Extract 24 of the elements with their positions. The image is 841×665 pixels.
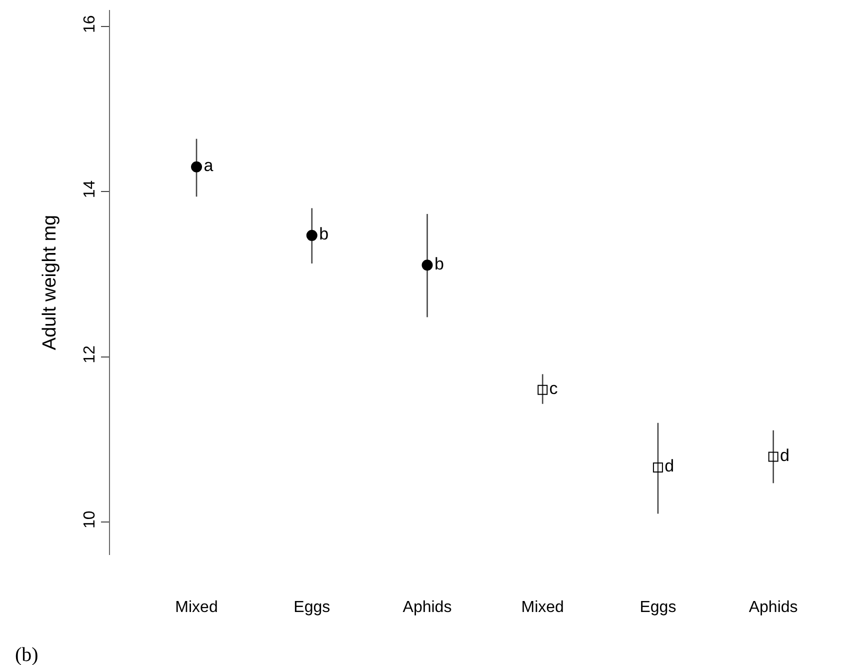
point: [422, 260, 433, 271]
point: [538, 384, 548, 395]
y-axis-title: Adult weight mg: [39, 214, 60, 350]
x-tick-label: Aphids: [402, 599, 452, 616]
data-label: d: [780, 446, 790, 465]
x-tick-label: Mixed: [521, 599, 564, 616]
y-tick-label: 14: [82, 180, 99, 198]
y-tick-label: 10: [82, 510, 99, 528]
x-tick-label: Mixed: [175, 599, 218, 616]
point: [652, 462, 663, 472]
data-label: c: [549, 379, 558, 398]
x-tick-label: Eggs: [294, 599, 330, 616]
data-label: b: [319, 224, 329, 244]
data-label: d: [664, 456, 674, 476]
x-tick-label: Eggs: [640, 599, 676, 616]
point: [306, 230, 318, 241]
text: (b): [15, 644, 38, 665]
data-label: a: [204, 156, 214, 176]
data-label: b: [434, 254, 444, 274]
x-tick-label: Aphids: [748, 599, 798, 616]
y-tick-label: 16: [82, 15, 99, 34]
y-tick-label: 12: [82, 345, 99, 364]
point: [191, 161, 202, 172]
point: [768, 452, 778, 462]
